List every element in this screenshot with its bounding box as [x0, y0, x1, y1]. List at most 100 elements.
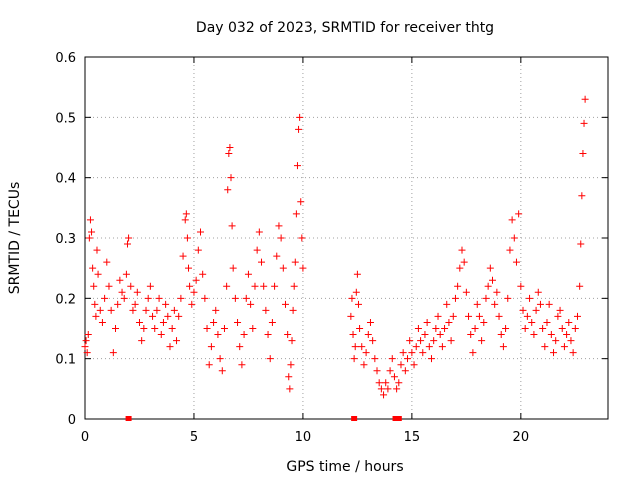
data-point — [445, 318, 453, 326]
data-point — [212, 306, 220, 314]
data-point — [506, 246, 514, 254]
data-point — [218, 367, 226, 375]
data-point — [406, 337, 414, 345]
data-point — [216, 355, 224, 363]
data-point — [236, 343, 244, 351]
x-tick-label: 20 — [513, 430, 530, 445]
data-point — [438, 343, 446, 351]
data-point — [299, 264, 307, 272]
data-point — [190, 288, 198, 296]
data-point — [443, 300, 451, 308]
data-point — [532, 306, 540, 314]
data-point — [279, 264, 287, 272]
data-point — [421, 331, 429, 339]
data-point — [371, 355, 379, 363]
data-point — [528, 318, 536, 326]
data-point — [131, 300, 139, 308]
y-tick-label: 0 — [68, 413, 76, 428]
data-point — [155, 294, 163, 302]
data-point — [536, 300, 544, 308]
data-point — [471, 325, 479, 332]
data-point — [201, 294, 209, 302]
data-point — [508, 216, 516, 224]
data-point — [228, 222, 236, 230]
data-point — [96, 306, 104, 314]
y-tick-label: 0.3 — [55, 232, 76, 247]
data-point — [105, 282, 113, 290]
data-point — [188, 300, 196, 308]
data-point — [142, 306, 150, 314]
data-point — [98, 318, 106, 326]
data-point — [577, 240, 585, 248]
data-point — [547, 331, 555, 339]
data-point — [348, 294, 356, 302]
data-point — [107, 306, 115, 314]
y-tick-label: 0.6 — [55, 51, 76, 66]
data-point — [295, 125, 303, 133]
data-point — [404, 355, 412, 363]
data-point — [258, 258, 266, 266]
data-point — [183, 234, 191, 242]
data-point — [473, 300, 481, 308]
gap-marker — [125, 416, 132, 421]
data-point — [153, 306, 161, 314]
data-point — [458, 246, 466, 254]
data-point — [207, 343, 215, 351]
data-point — [109, 349, 117, 357]
data-point — [354, 300, 362, 308]
data-point — [164, 312, 172, 320]
data-point — [293, 162, 301, 170]
data-point — [285, 373, 293, 381]
data-point — [377, 385, 385, 393]
data-point — [515, 210, 523, 218]
data-point — [373, 367, 381, 375]
data-point — [186, 282, 194, 290]
data-point — [523, 312, 531, 320]
data-point — [364, 331, 372, 339]
data-point — [454, 282, 462, 290]
data-point — [393, 385, 401, 393]
data-point — [192, 276, 200, 284]
data-point — [412, 343, 420, 351]
data-point — [441, 325, 449, 332]
data-point — [205, 361, 213, 369]
data-point — [565, 318, 573, 326]
data-point — [151, 325, 159, 332]
data-point — [135, 318, 143, 326]
data-point — [251, 282, 259, 290]
y-tick-label: 0.5 — [55, 111, 76, 126]
data-point — [569, 349, 577, 357]
data-point — [290, 282, 298, 290]
data-point — [253, 246, 261, 254]
data-point — [112, 325, 120, 332]
gap-marker — [395, 416, 402, 421]
data-point — [397, 361, 405, 369]
data-point — [380, 391, 388, 399]
data-point — [432, 325, 440, 332]
data-point — [292, 210, 300, 218]
data-point — [162, 300, 170, 308]
data-point — [478, 337, 486, 345]
data-point — [375, 379, 383, 387]
data-point — [82, 337, 90, 345]
data-point — [369, 337, 377, 345]
data-point — [497, 331, 505, 339]
data-point — [534, 288, 542, 296]
data-point — [266, 355, 274, 363]
data-point — [122, 270, 130, 278]
data-point — [560, 343, 568, 351]
data-point — [499, 343, 507, 351]
data-point — [408, 349, 416, 357]
data-point — [510, 234, 518, 242]
data-point — [225, 150, 233, 158]
data-point — [430, 337, 438, 345]
data-point — [467, 331, 475, 339]
data-point — [449, 312, 457, 320]
data-point — [89, 264, 97, 272]
data-point — [384, 385, 392, 393]
data-point — [390, 373, 398, 381]
data-point — [436, 331, 444, 339]
data-point — [353, 270, 361, 278]
data-point — [419, 349, 427, 357]
data-point — [249, 325, 257, 332]
